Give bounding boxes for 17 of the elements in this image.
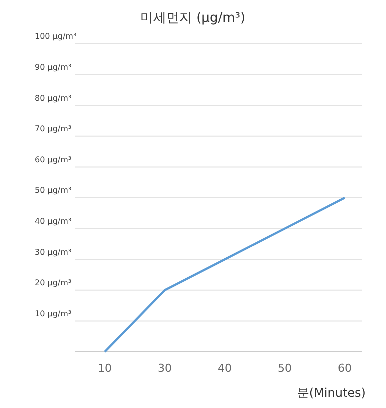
y-tick-label: 20 μg/m³ <box>35 278 72 288</box>
x-tick-label: 40 <box>218 362 232 375</box>
x-tick-label: 10 <box>98 362 112 375</box>
y-tick-label: 80 μg/m³ <box>35 94 72 103</box>
chart-title: 미세먼지 (μg/m³) <box>140 11 246 26</box>
y-tick-label: 30 μg/m³ <box>35 248 72 257</box>
y-tick-label: 90 μg/m³ <box>35 63 72 72</box>
y-tick-label: 50 μg/m³ <box>35 186 72 196</box>
x-tick-label: 30 <box>158 362 172 375</box>
x-tick-label: 50 <box>278 362 292 375</box>
y-tick-label: 60 μg/m³ <box>35 155 72 164</box>
y-tick-label: 40 μg/m³ <box>35 217 72 226</box>
x-axis-title: 분(Minutes) <box>297 386 366 400</box>
x-tick-label: 60 <box>338 362 352 375</box>
y-tick-label: 10 μg/m³ <box>35 309 72 318</box>
y-tick-label: 100 μg/m³ <box>35 32 77 42</box>
y-tick-label: 70 μg/m³ <box>35 124 72 134</box>
